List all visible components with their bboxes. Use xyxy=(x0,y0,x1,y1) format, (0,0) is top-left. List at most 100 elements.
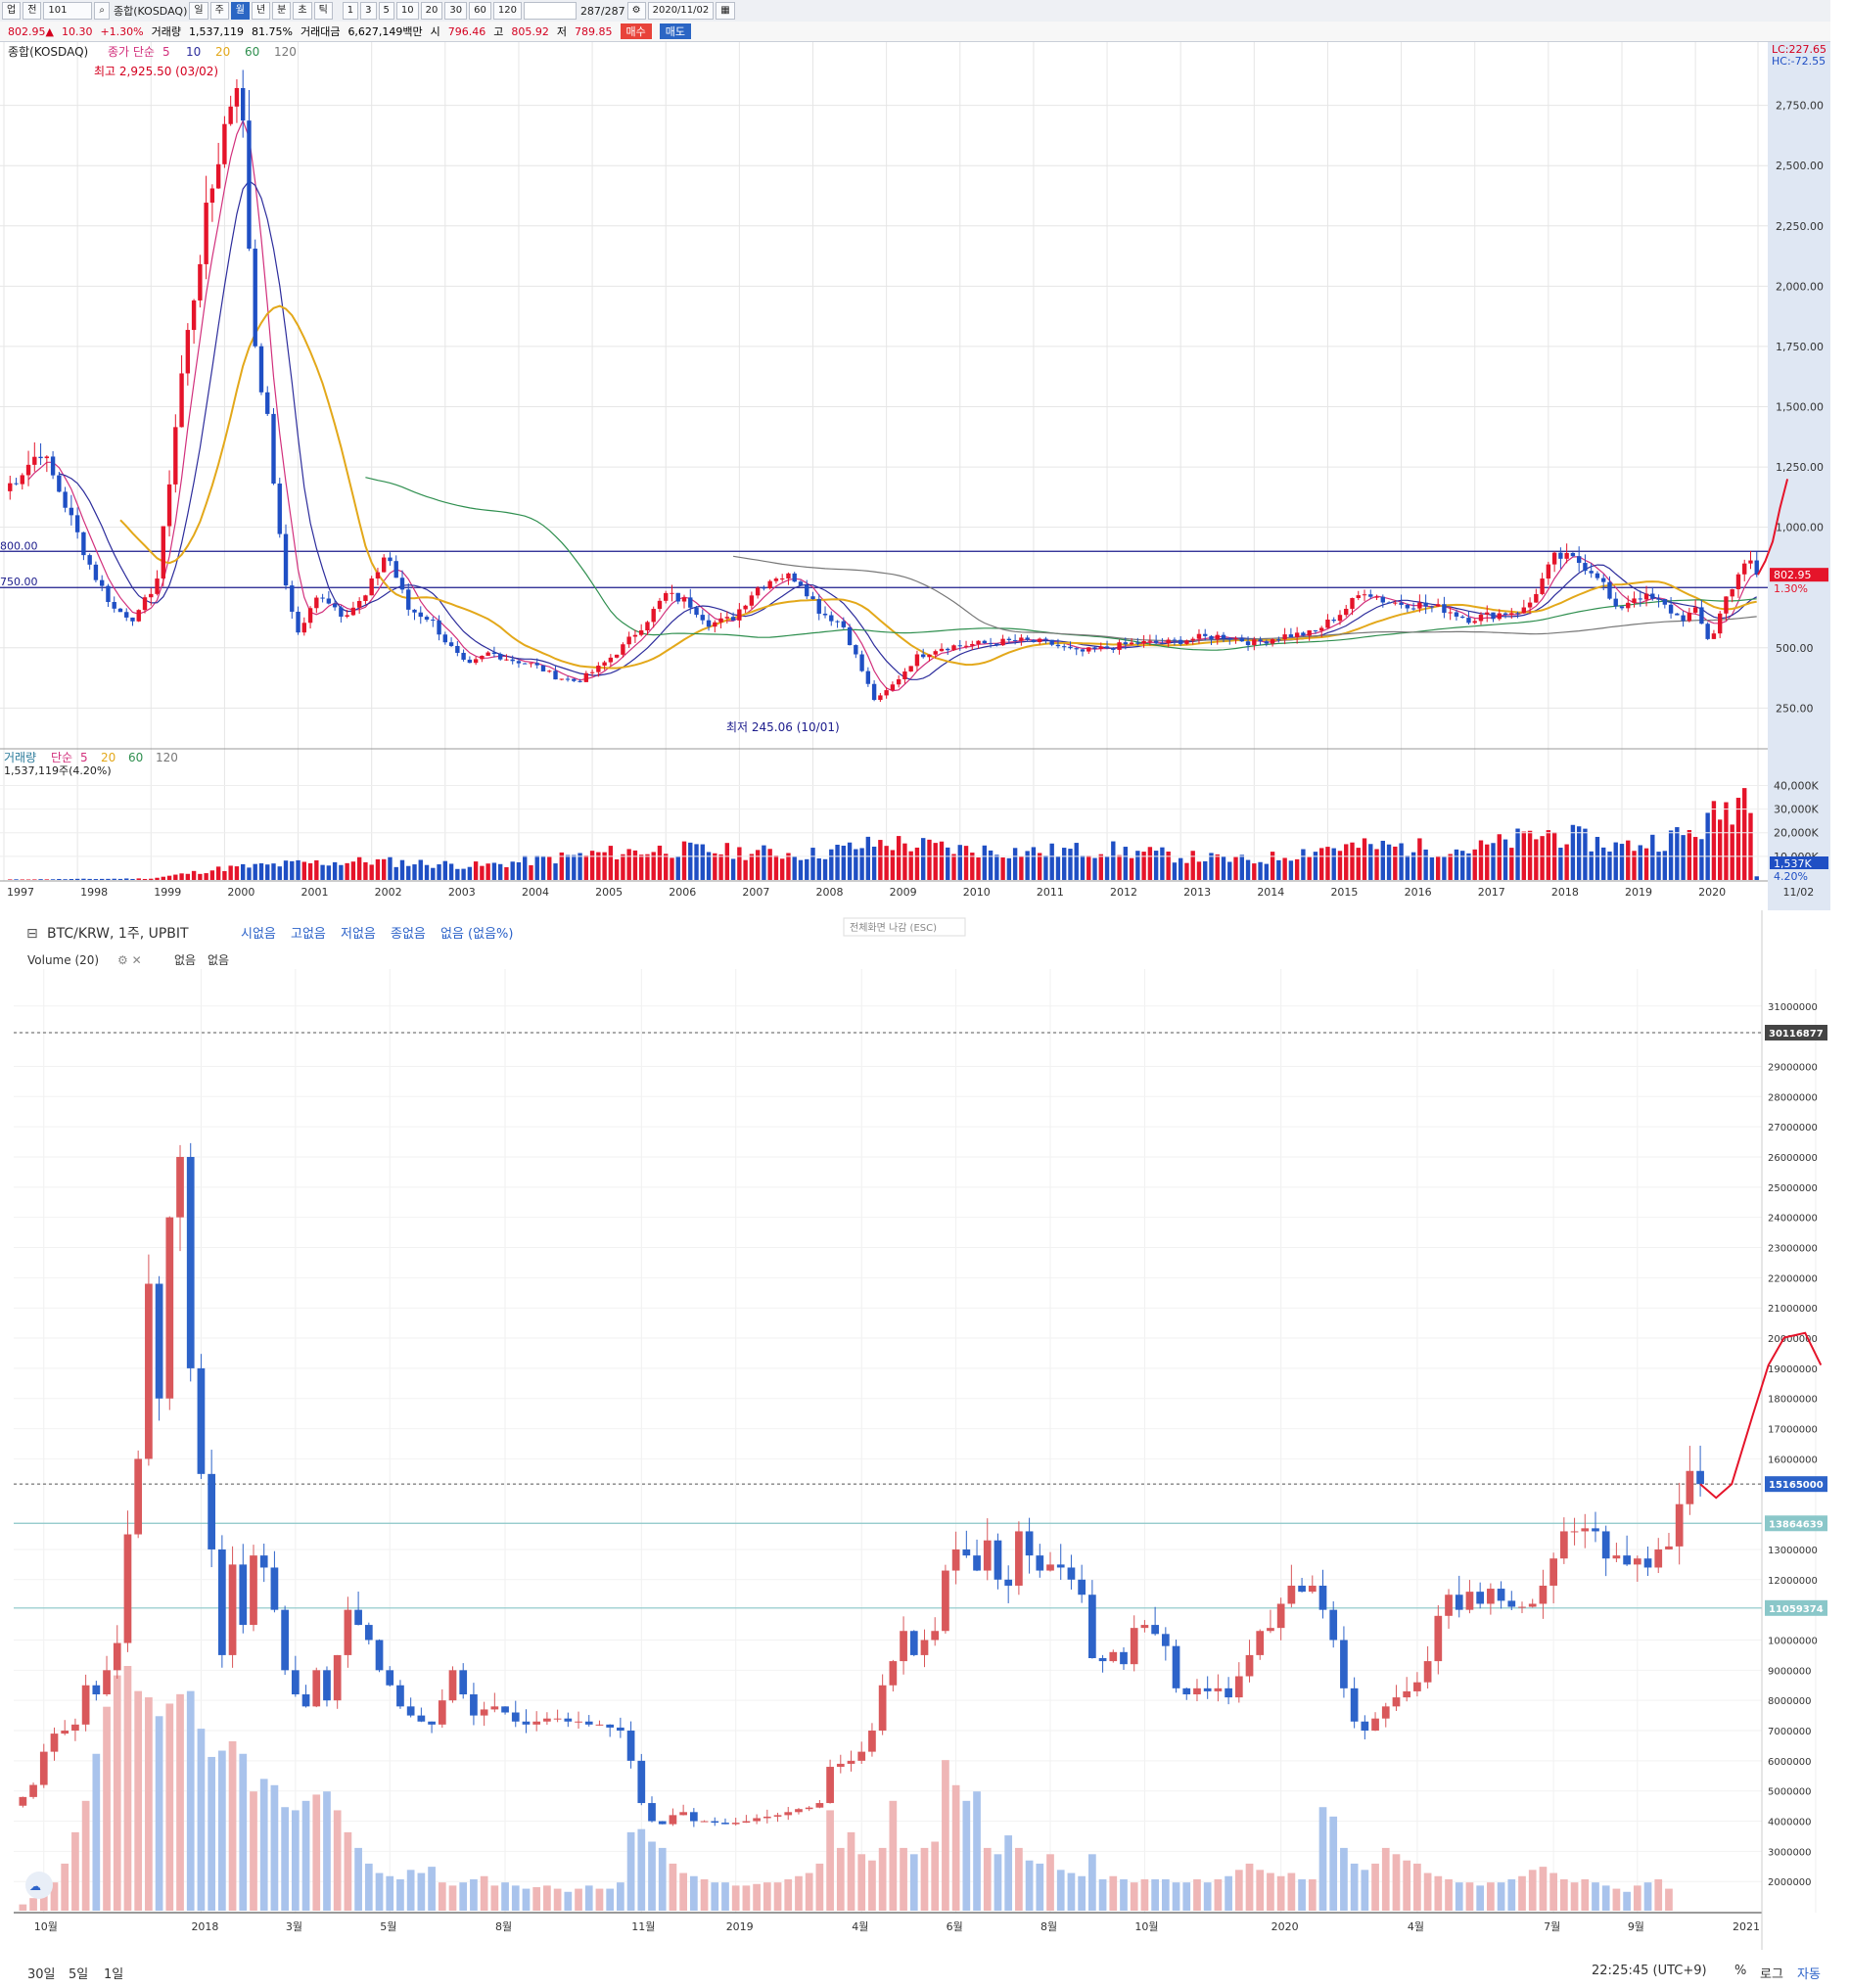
buy-button[interactable]: 매수 xyxy=(620,23,652,39)
volume-bar xyxy=(291,1810,300,1911)
vol-legend-item: 120 xyxy=(156,751,178,764)
range-5d[interactable]: 5일 xyxy=(69,1967,89,1982)
range-1d[interactable]: 1일 xyxy=(104,1967,124,1982)
interval-dropdown[interactable] xyxy=(523,2,577,20)
x-tick-label: 2021 xyxy=(1733,1920,1760,1933)
candle xyxy=(1393,602,1398,604)
candle xyxy=(386,1670,394,1686)
volume-bar xyxy=(234,866,240,880)
interval-button[interactable]: 120 xyxy=(492,2,522,20)
log-toggle[interactable]: 로그 xyxy=(1760,1967,1783,1982)
candle xyxy=(565,678,571,680)
candle xyxy=(962,1549,971,1556)
candle xyxy=(1497,613,1502,620)
volume-bar xyxy=(1675,827,1680,880)
volume-bar xyxy=(50,879,56,880)
auto-toggle[interactable]: 자동 xyxy=(1797,1967,1821,1982)
volume-bar xyxy=(1466,853,1471,880)
volume-bar xyxy=(1705,812,1710,880)
ma-20-line xyxy=(119,304,1757,670)
candle xyxy=(718,618,723,623)
volume-bar xyxy=(63,879,68,880)
percent-toggle[interactable]: % xyxy=(1734,1964,1747,1978)
interval-button[interactable]: 1 xyxy=(342,2,359,20)
candle xyxy=(988,643,994,645)
volume-bar xyxy=(1166,851,1171,880)
volume-bar xyxy=(1109,1875,1118,1911)
volume-bar xyxy=(1581,1878,1590,1911)
volume-bar xyxy=(1417,838,1422,880)
candle xyxy=(1692,607,1698,613)
candle xyxy=(516,661,522,664)
candle xyxy=(1540,578,1545,594)
y-tick-label: 1,750.00 xyxy=(1776,341,1824,353)
candle xyxy=(578,680,582,682)
settings-icon[interactable]: ⚙ xyxy=(626,2,646,20)
market-select[interactable]: 업 xyxy=(2,2,22,20)
volume-bar xyxy=(1638,845,1642,880)
candle xyxy=(651,609,656,623)
candle xyxy=(1472,621,1477,624)
interval-button[interactable]: 60 xyxy=(469,2,491,20)
volume-bar xyxy=(1062,848,1067,880)
volume-ratio: 81.75% xyxy=(252,24,293,38)
candle xyxy=(694,607,699,616)
candle xyxy=(583,672,589,682)
volume-bar xyxy=(1601,1885,1610,1911)
period-tab[interactable]: 틱 xyxy=(313,2,333,20)
exit-fullscreen-button[interactable] xyxy=(843,917,966,937)
period-tab[interactable]: 분 xyxy=(272,2,292,20)
interval-button[interactable]: 3 xyxy=(360,2,377,20)
period-tab[interactable]: 일 xyxy=(189,2,208,20)
volume-bar xyxy=(1098,1878,1107,1911)
volume-bar xyxy=(1472,849,1477,880)
candle xyxy=(1613,598,1618,607)
period-tab[interactable]: 월 xyxy=(230,2,250,20)
candle xyxy=(1399,602,1404,605)
volume-bar xyxy=(578,853,582,880)
candle xyxy=(455,645,460,653)
date-input[interactable]: 2020/11/02 xyxy=(647,2,715,20)
tv-logo[interactable]: ☁ xyxy=(25,1872,53,1899)
range-30d[interactable]: 30일 xyxy=(27,1967,56,1982)
volume-bar xyxy=(939,841,945,880)
volume-bar xyxy=(1129,857,1134,880)
scope-select[interactable]: 전 xyxy=(23,2,42,20)
period-tab[interactable]: 초 xyxy=(293,2,312,20)
volume-bar xyxy=(1215,854,1220,880)
calendar-icon[interactable]: ▦ xyxy=(716,2,735,20)
candle xyxy=(835,621,840,623)
period-tab[interactable]: 주 xyxy=(209,2,229,20)
volume-bar xyxy=(1147,847,1153,880)
code-input[interactable]: 101 xyxy=(43,2,93,20)
candle xyxy=(354,1609,362,1626)
candle xyxy=(951,645,956,651)
volume-bar xyxy=(1037,853,1042,880)
candle xyxy=(816,599,821,614)
volume-settings-icon[interactable]: ⚙ ✕ xyxy=(117,953,142,967)
candle xyxy=(356,600,362,608)
interval-button[interactable]: 10 xyxy=(395,2,419,20)
candle xyxy=(1423,602,1428,607)
period-tab[interactable]: 년 xyxy=(251,2,271,20)
candle xyxy=(1233,638,1238,640)
candle xyxy=(994,643,999,646)
volume-bar xyxy=(1442,856,1447,880)
volume-bar xyxy=(902,843,907,880)
sell-button[interactable]: 매도 xyxy=(659,23,692,39)
collapse-icon[interactable]: ⊟ xyxy=(26,926,38,942)
candle xyxy=(784,1812,793,1816)
interval-button[interactable]: 20 xyxy=(420,2,443,20)
exit-fullscreen-hint[interactable]: 전체화면 나감 (ESC) xyxy=(850,922,937,934)
volume-bar xyxy=(448,863,454,880)
interval-button[interactable]: 5 xyxy=(378,2,394,20)
volume-bar xyxy=(1665,1888,1673,1911)
search-icon[interactable]: ⌕ xyxy=(94,2,111,20)
candle xyxy=(326,598,332,604)
volume-bar xyxy=(165,1703,174,1911)
candle xyxy=(547,670,552,672)
interval-button[interactable]: 30 xyxy=(444,2,468,20)
volume-bar xyxy=(386,1875,394,1911)
volume-bar xyxy=(1656,852,1661,880)
